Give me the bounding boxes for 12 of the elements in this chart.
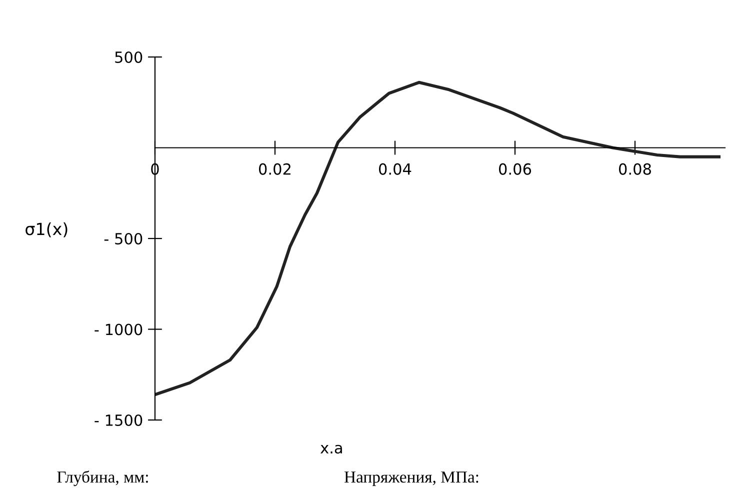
y-tick-label: 500 <box>115 51 142 64</box>
y-tick-label: - 500 <box>104 232 142 245</box>
y-tick-label: - 1000 <box>94 324 142 336</box>
text: Глубина, мм: <box>57 470 148 486</box>
y-tick-label: - 1500 <box>94 414 142 426</box>
x-axis-title: x.a <box>320 444 342 454</box>
x-tick-label: 0.06 <box>498 163 532 175</box>
text: Напряжения, МПа: <box>344 472 478 486</box>
x-tick-label: 0.02 <box>258 163 290 175</box>
y-axis-title: σ1(x) <box>26 222 68 238</box>
x-tick-label: 0.08 <box>619 163 651 175</box>
x-tick-label: 0.04 <box>378 163 412 175</box>
